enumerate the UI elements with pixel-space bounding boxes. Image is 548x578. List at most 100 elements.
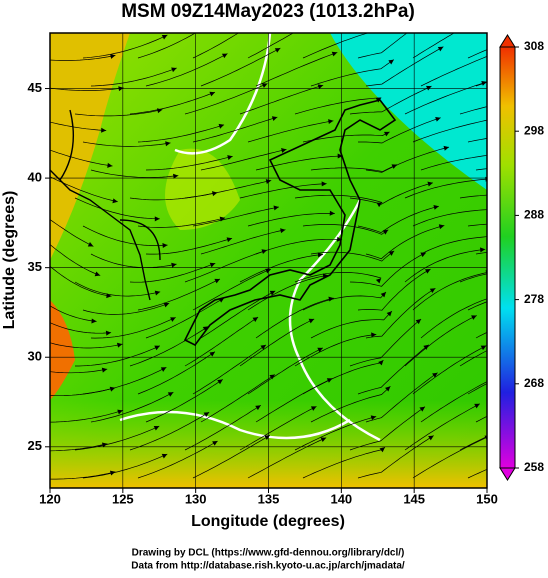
streamline <box>50 219 94 247</box>
streamline <box>459 194 487 199</box>
streamline <box>82 141 171 147</box>
streamline-arrow <box>308 318 315 324</box>
streamline <box>50 322 112 334</box>
streamline <box>90 317 176 339</box>
streamline-arrow <box>433 204 439 210</box>
streamlines <box>50 11 548 480</box>
streamline <box>90 391 174 423</box>
streamline <box>467 301 487 311</box>
streamline-arrow <box>221 53 228 59</box>
colorbar-tick-label: 308 <box>524 39 544 53</box>
streamline <box>74 109 163 117</box>
x-tick-label: 140 <box>330 491 352 506</box>
streamline-arrow <box>209 262 216 268</box>
streamline <box>412 436 487 479</box>
streamline <box>50 244 101 276</box>
streamline <box>129 262 216 283</box>
streamline <box>310 59 395 87</box>
streamline <box>358 117 441 144</box>
streamline <box>129 411 210 451</box>
streamline <box>467 49 487 59</box>
streamline <box>420 56 487 87</box>
streamline-arrow <box>426 85 432 91</box>
x-tick-label: 150 <box>476 491 498 506</box>
streamline <box>255 297 334 339</box>
streamline-arrow <box>542 19 548 26</box>
streamline <box>90 169 179 178</box>
streamline <box>82 302 170 315</box>
streamline-arrow <box>209 91 215 97</box>
streamline <box>239 318 315 367</box>
streamline <box>302 224 389 235</box>
streamline <box>50 149 113 167</box>
streamline <box>247 33 294 59</box>
streamline <box>82 453 168 479</box>
streamline-arrow <box>173 173 179 179</box>
streamline <box>145 53 228 87</box>
streamline <box>302 446 386 479</box>
colorbar-tick-label: 268 <box>524 376 544 390</box>
streamline <box>357 33 408 59</box>
coastline <box>50 109 161 301</box>
streamline <box>365 372 438 423</box>
streamline <box>90 67 177 87</box>
y-axis-label: Latitude (degrees) <box>1 191 18 330</box>
streamline-arrow <box>432 372 438 378</box>
streamline-arrow <box>534 410 541 417</box>
streamline-arrow <box>226 237 233 243</box>
streamline-arrow <box>492 293 498 299</box>
streamline-arrow <box>167 392 174 397</box>
streamline-arrow <box>494 207 499 212</box>
streamline-arrow <box>483 11 490 18</box>
streamline-arrow <box>376 202 383 208</box>
streamline <box>74 425 160 451</box>
streamline <box>192 116 278 143</box>
streamline <box>420 381 487 423</box>
streamline <box>294 272 382 283</box>
streamline <box>145 297 225 339</box>
coastline <box>183 99 397 347</box>
streamline-arrow <box>337 153 343 159</box>
streamline-arrow <box>427 12 434 19</box>
streamline-arrow <box>310 406 317 411</box>
streamline-arrow <box>274 48 281 53</box>
streamline <box>412 345 487 395</box>
streamline-arrow <box>255 405 261 411</box>
streamline <box>310 250 395 262</box>
streamline-arrow <box>202 326 209 332</box>
colorbar-tick-label: 298 <box>524 123 544 137</box>
streamline-arrow <box>438 224 445 230</box>
streamline-arrow <box>375 97 382 103</box>
credit: Data from http://database.rish.kyoto-u.a… <box>131 561 405 572</box>
streamline <box>145 155 233 171</box>
streamline <box>50 471 116 480</box>
streamline-arrow <box>429 288 436 293</box>
streamline-arrow <box>107 162 113 168</box>
streamline-arrow <box>471 315 477 320</box>
streamline-arrow <box>261 83 268 88</box>
streamline <box>349 252 427 287</box>
streamline-arrow <box>479 247 486 253</box>
streamline-arrow <box>161 34 168 40</box>
streamline <box>349 182 433 205</box>
streamline <box>302 291 387 311</box>
streamline <box>365 146 450 173</box>
streamline-arrow <box>428 435 434 441</box>
streamline <box>247 347 324 395</box>
streamline <box>200 149 287 171</box>
streamline-arrow <box>388 250 395 256</box>
streamline <box>459 273 487 283</box>
streamline <box>239 406 317 451</box>
streamline-arrow <box>474 403 480 409</box>
streamline <box>459 106 487 115</box>
streamline-arrow <box>273 205 279 211</box>
streamline-arrow <box>543 191 548 196</box>
streamline <box>200 229 286 255</box>
land-region <box>165 148 240 230</box>
streamline-arrow <box>153 425 160 431</box>
streamline <box>459 350 487 367</box>
streamline <box>90 253 177 268</box>
streamline-arrow <box>280 228 286 234</box>
streamline <box>192 435 271 479</box>
streamline-arrow <box>385 386 391 392</box>
